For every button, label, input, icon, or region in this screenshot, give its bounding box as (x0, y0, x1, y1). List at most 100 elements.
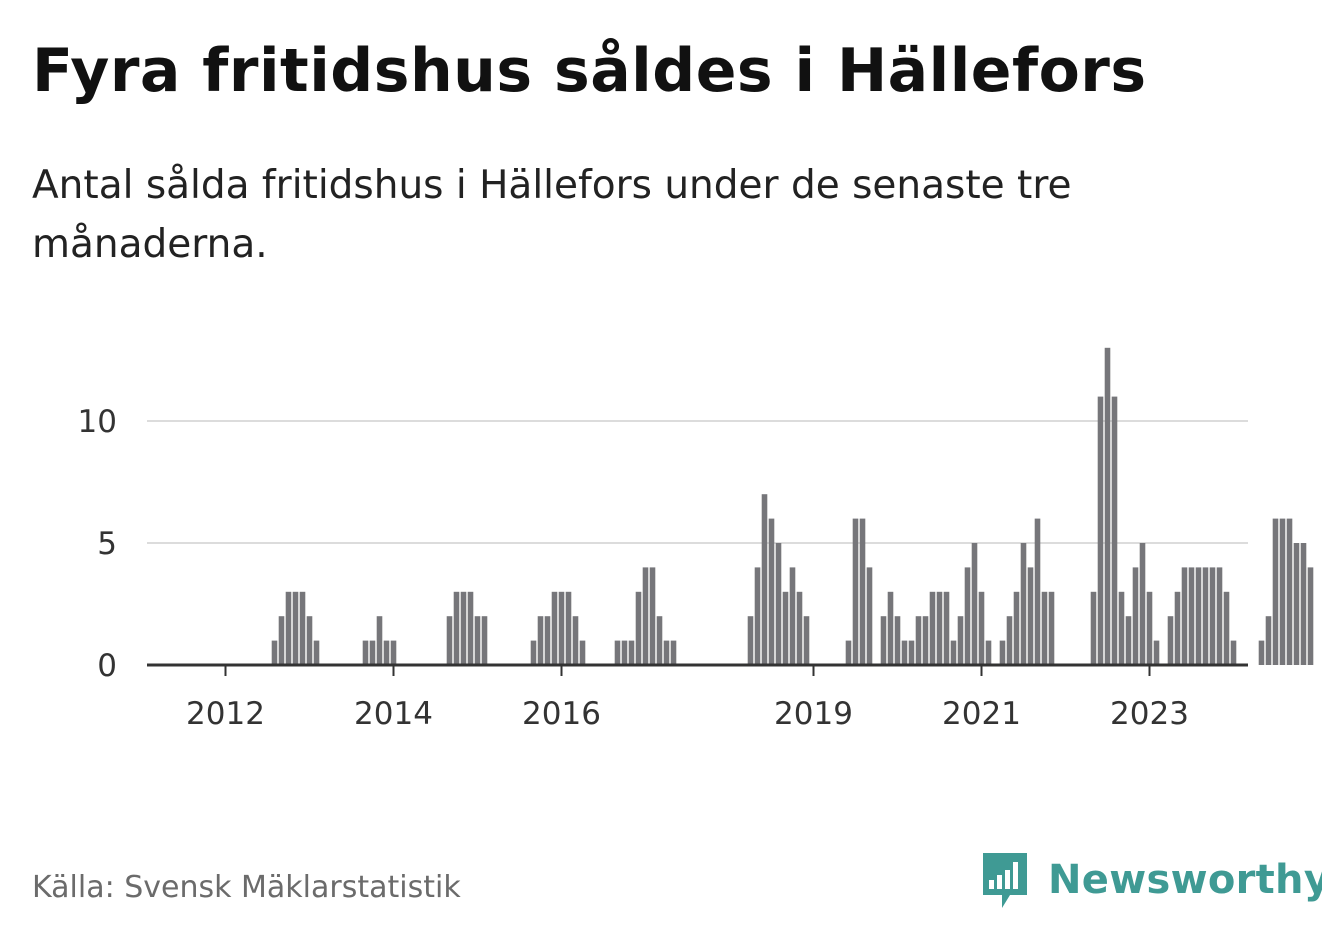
bar (285, 591, 292, 665)
bar (747, 616, 754, 665)
chart-subtitle: Antal sålda fritidshus i Hällefors under… (32, 163, 1072, 267)
x-tick-label: 2019 (774, 696, 853, 732)
bar (1293, 543, 1300, 665)
bar (460, 591, 467, 665)
bar (803, 616, 810, 665)
bar (1174, 591, 1181, 665)
newsworthy-logo-icon (983, 853, 1027, 908)
bar (1153, 640, 1160, 665)
bar (663, 640, 670, 665)
bar (866, 567, 873, 665)
bar (642, 567, 649, 665)
bar (950, 640, 957, 665)
bar (1209, 567, 1216, 665)
bar (1104, 347, 1111, 665)
bar (656, 616, 663, 665)
bar (985, 640, 992, 665)
bar (901, 640, 908, 665)
bar (474, 616, 481, 665)
bar (453, 591, 460, 665)
bar (754, 567, 761, 665)
bar (1300, 543, 1307, 665)
bar (649, 567, 656, 665)
bar (789, 567, 796, 665)
bar (271, 640, 278, 665)
bar (1230, 640, 1237, 665)
bar (383, 640, 390, 665)
bar (537, 616, 544, 665)
bar (1279, 518, 1286, 665)
bar (796, 591, 803, 665)
newsworthy-logo: Newsworthy (980, 850, 1322, 910)
bar (1216, 567, 1223, 665)
bar (362, 640, 369, 665)
bar (1223, 591, 1230, 665)
bar (943, 591, 950, 665)
bar (971, 543, 978, 665)
bar (782, 591, 789, 665)
bar (908, 640, 915, 665)
bar (1139, 543, 1146, 665)
bar (845, 640, 852, 665)
bar (446, 616, 453, 665)
bar (1188, 567, 1195, 665)
bar (313, 640, 320, 665)
bar (1020, 543, 1027, 665)
bar (1027, 567, 1034, 665)
bar (565, 591, 572, 665)
bar (530, 640, 537, 665)
bar (1181, 567, 1188, 665)
bar (852, 518, 859, 665)
bar (551, 591, 558, 665)
bar (768, 518, 775, 665)
bar (1034, 518, 1041, 665)
x-tick-label: 2012 (186, 696, 265, 732)
bar (964, 567, 971, 665)
bar (999, 640, 1006, 665)
bar (579, 640, 586, 665)
x-tick-label: 2016 (522, 696, 601, 732)
bar (544, 616, 551, 665)
bar (572, 616, 579, 665)
bar (978, 591, 985, 665)
x-tick-label: 2023 (1110, 696, 1189, 732)
bar (880, 616, 887, 665)
bar (1118, 591, 1125, 665)
bar (894, 616, 901, 665)
bar (957, 616, 964, 665)
bar (1258, 640, 1265, 665)
bar (621, 640, 628, 665)
bar (306, 616, 313, 665)
bar (614, 640, 621, 665)
bar (1195, 567, 1202, 665)
bar (292, 591, 299, 665)
x-tick-label: 2014 (354, 696, 433, 732)
bar (1041, 591, 1048, 665)
bar-chart: 05104201220142016201920212023 (78, 347, 1314, 732)
bar (1132, 567, 1139, 665)
bar (558, 591, 565, 665)
y-tick-label: 5 (97, 526, 117, 562)
bar (922, 616, 929, 665)
bar (278, 616, 285, 665)
x-tick-label: 2021 (942, 696, 1021, 732)
bar (887, 591, 894, 665)
bar (936, 591, 943, 665)
bar (635, 591, 642, 665)
bar (1111, 396, 1118, 665)
bar (1146, 591, 1153, 665)
bar (467, 591, 474, 665)
bar (1202, 567, 1209, 665)
bar (1286, 518, 1293, 665)
y-tick-label: 10 (78, 404, 117, 440)
bar (915, 616, 922, 665)
bar (1265, 616, 1272, 665)
chart-title: Fyra fritidshus såldes i Hällefors (32, 36, 1147, 106)
bar (481, 616, 488, 665)
bar (1048, 591, 1055, 665)
bar (1272, 518, 1279, 665)
bar (369, 640, 376, 665)
bar (1167, 616, 1174, 665)
bar (1006, 616, 1013, 665)
bar (1097, 396, 1104, 665)
